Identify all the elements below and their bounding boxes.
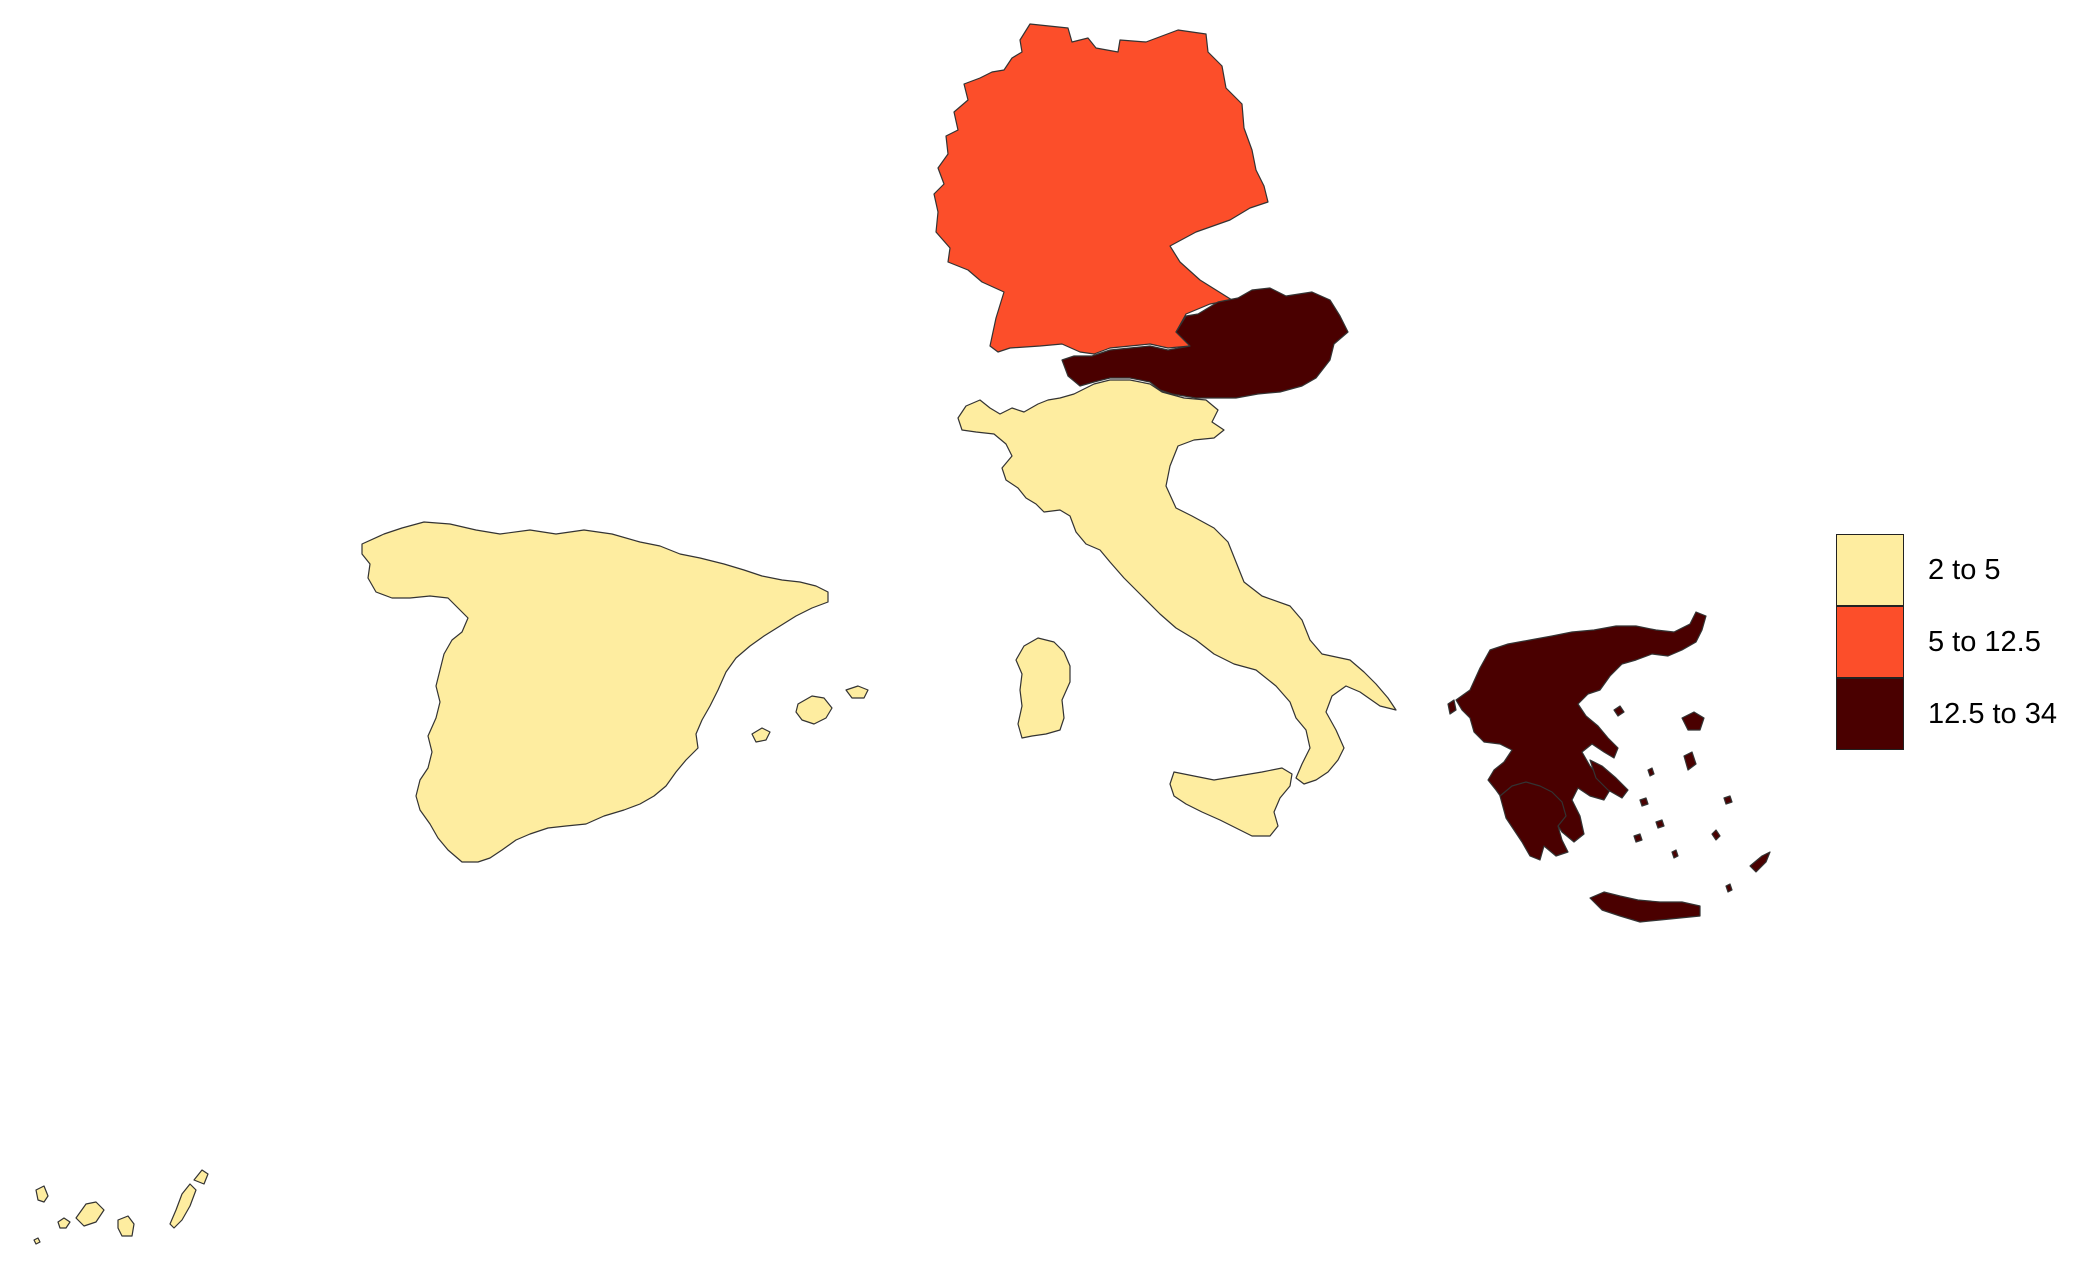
region-austria [1061,287,1349,399]
greece-mainland-shape [1455,611,1707,843]
greece-peloponnese-shape [1499,781,1569,861]
greece-corfu-shape [1447,699,1457,715]
greece-chios-shape [1683,751,1697,771]
region-italy [957,379,1397,837]
germany-shape [933,23,1269,355]
italy-sicily-shape [1169,767,1293,837]
greece-island-2-shape [1655,819,1665,829]
legend-item-high: 12.5 to 34 [1836,678,2057,750]
legend-label-low: 2 to 5 [1928,553,2001,586]
greece-island-4-shape [1671,849,1679,859]
region-germany [933,23,1269,355]
region-spain [33,521,869,1245]
greece-island-6-shape [1711,829,1721,841]
legend-label-mid: 5 to 12.5 [1928,625,2041,658]
spain-mainland-shape [361,521,829,863]
legend-swatch-mid [1836,606,1904,678]
map-legend: 2 to 5 5 to 12.5 12.5 to 34 [1836,534,2057,750]
greece-island-8-shape [1613,705,1625,717]
legend-swatch-low [1836,534,1904,606]
spain-canary-4-shape [117,1215,135,1237]
greece-euboea-shape [1589,759,1629,799]
legend-item-low: 2 to 5 [1836,534,2057,606]
spain-menorca-shape [845,685,869,699]
greece-island-9-shape [1647,767,1655,777]
spain-canary-5-shape [169,1183,197,1229]
greece-island-7-shape [1725,883,1733,893]
legend-label-high: 12.5 to 34 [1928,697,2057,730]
italy-sardinia-shape [1015,637,1071,739]
greece-island-5-shape [1723,795,1733,805]
greece-lesbos-shape [1681,711,1705,731]
spain-ibiza-shape [751,727,771,743]
greece-island-3-shape [1633,833,1643,843]
spain-canary-1-shape [35,1185,49,1203]
spain-canary-7-shape [33,1237,41,1245]
spain-mallorca-shape [795,695,833,725]
spain-canary-6-shape [193,1169,209,1185]
region-greece [1447,611,1771,923]
greece-crete-shape [1589,891,1701,923]
austria-shape [1061,287,1349,399]
italy-mainland-shape [957,379,1397,785]
greece-rhodes-shape [1749,851,1771,873]
spain-canary-2-shape [57,1217,71,1229]
legend-swatch-high [1836,678,1904,750]
legend-item-mid: 5 to 12.5 [1836,606,2057,678]
spain-canary-3-shape [75,1201,105,1227]
greece-island-1-shape [1639,797,1649,807]
